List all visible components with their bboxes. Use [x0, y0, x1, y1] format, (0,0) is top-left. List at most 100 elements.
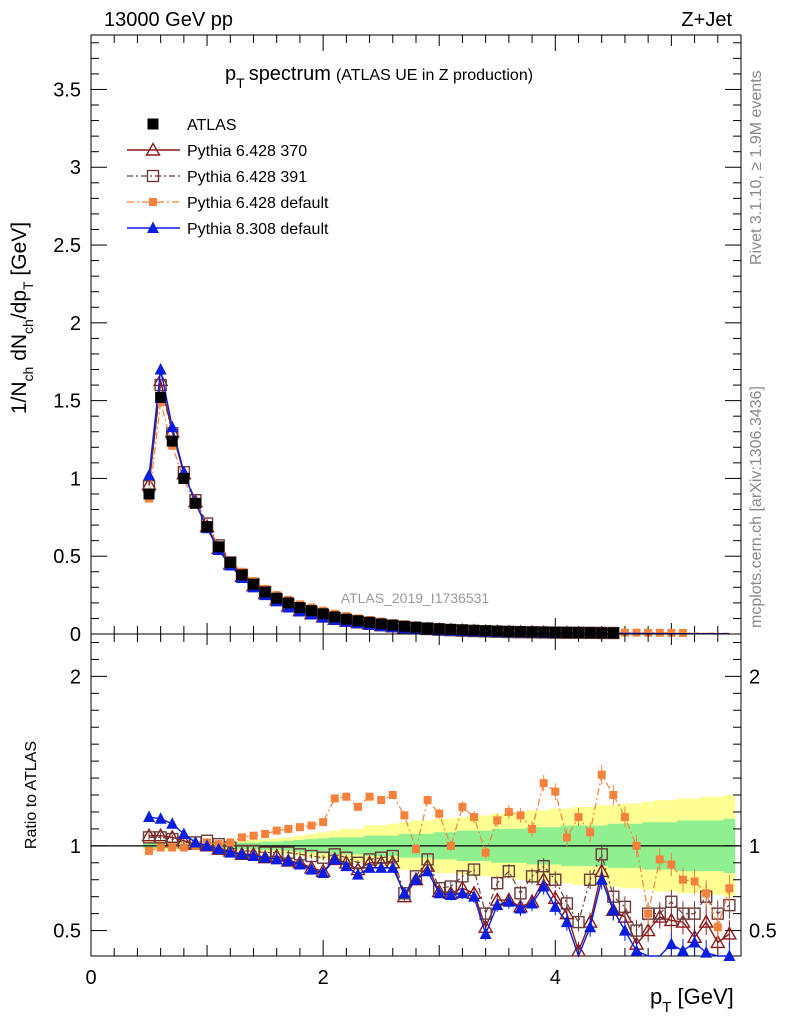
ratio-series	[141, 764, 738, 961]
ratio-point	[237, 833, 246, 842]
ratio-point	[154, 831, 167, 844]
ratio-point	[618, 900, 632, 914]
main-ytick-label: 3.5	[53, 79, 81, 101]
ratio-point	[386, 849, 399, 863]
ratio-point	[212, 842, 225, 855]
ratio-point	[607, 903, 620, 916]
ratio-point	[179, 843, 188, 852]
legend-label: Pythia 6.428 370	[187, 143, 307, 160]
ratio-point	[549, 873, 562, 886]
main-ytick-label: 3	[70, 157, 81, 179]
ratio-point	[270, 852, 283, 865]
data-point	[445, 623, 457, 635]
ratio-series-pythia-8-308-default	[143, 810, 736, 961]
data-point	[433, 623, 445, 635]
ratio-point	[458, 802, 467, 811]
ratio-point	[398, 886, 411, 899]
ratio-point	[164, 829, 180, 844]
ratio-point	[690, 877, 699, 886]
data-point	[166, 435, 178, 447]
ratio-point	[375, 861, 388, 873]
ratio-ytick-label: 1	[70, 836, 81, 858]
ratio-point	[688, 907, 701, 920]
ratio-point	[528, 824, 537, 833]
ratio-point	[595, 873, 608, 885]
ratio-panel: 0.5 0.5 1 1 2 2 0 2 4 Ratio to ATLAS pT [GeV]	[23, 633, 777, 1016]
data-point	[201, 521, 213, 533]
ratio-point	[688, 935, 701, 948]
main-ytick-label: 2.5	[53, 235, 81, 257]
data-point	[189, 497, 201, 509]
ratio-ylabel: Ratio to ATLAS	[23, 741, 40, 849]
ratio-point	[574, 813, 583, 822]
ratio-point	[400, 811, 409, 820]
ylabel-part-1: 1/N	[8, 381, 31, 414]
ratio-point	[412, 845, 420, 854]
rivet-label: Rivet 3.1.10, ≥ 1.9M events	[748, 70, 765, 265]
data-point	[549, 626, 561, 638]
ratio-point	[456, 886, 469, 899]
ratio-point	[152, 827, 169, 842]
ratio-point	[640, 922, 656, 937]
title-p: p	[225, 63, 236, 85]
data-point	[143, 468, 156, 481]
ratio-point	[351, 868, 364, 880]
ratio-point	[525, 870, 539, 883]
data-point	[398, 620, 410, 632]
ratio-point	[560, 915, 573, 928]
ylabel-part-5: /dp	[8, 290, 31, 319]
ratio-point	[282, 854, 295, 867]
ratio-point	[235, 847, 248, 860]
main-ytick-label: 0	[70, 624, 81, 646]
data-point	[282, 597, 294, 609]
ratio-point	[467, 863, 481, 876]
header-right: Z+Jet	[681, 9, 732, 31]
ratio-point	[493, 816, 502, 825]
data-point	[503, 625, 515, 637]
ratio-point	[141, 827, 157, 842]
ratio-point	[665, 937, 678, 950]
ratio-point	[630, 924, 643, 937]
ratio-point	[201, 839, 214, 851]
data-point	[655, 628, 664, 637]
data-point	[317, 608, 329, 620]
ratio-point	[305, 863, 318, 875]
ratio-point	[189, 835, 202, 848]
ratio-point	[330, 794, 339, 803]
data-point	[259, 586, 271, 598]
data-point	[632, 628, 641, 637]
legend-entry-pythia-6-428-370: Pythia 6.428 370	[127, 142, 307, 160]
ratio-point	[446, 841, 455, 850]
ratio-point	[597, 770, 606, 779]
ratio-point	[156, 843, 165, 852]
ratio-point	[516, 811, 525, 820]
ylabel-part-7: [GeV]	[8, 222, 31, 282]
ylabel-part-2: ch	[20, 367, 36, 382]
ratio-point	[353, 802, 362, 811]
ratio-point	[145, 846, 154, 855]
ylabel-part-6: T	[20, 281, 36, 290]
ratio-point	[166, 817, 179, 829]
ratio-point	[328, 852, 341, 865]
ratio-ytick-label-right: 1	[749, 836, 760, 858]
ratio-point	[479, 927, 492, 939]
ratio-point	[307, 821, 316, 830]
legend-label: Pythia 6.428 391	[187, 169, 307, 186]
data-point	[644, 628, 653, 637]
title-rest: spectrum	[249, 63, 331, 85]
ratio-point	[317, 866, 330, 878]
ratio-point	[632, 841, 641, 850]
ratio-point	[653, 907, 666, 920]
ratio-ytick-label: 0.5	[53, 921, 81, 943]
data-point	[456, 624, 468, 636]
data-point	[596, 627, 608, 639]
ratio-point	[678, 875, 687, 884]
data-point	[584, 627, 596, 639]
data-point	[491, 625, 503, 637]
legend-entry-atlas: ATLAS	[147, 117, 237, 134]
data-point	[166, 420, 179, 433]
ratio-point	[491, 898, 504, 911]
ratio-point	[655, 855, 664, 864]
legend-marker	[147, 221, 159, 233]
ratio-point	[259, 851, 272, 863]
